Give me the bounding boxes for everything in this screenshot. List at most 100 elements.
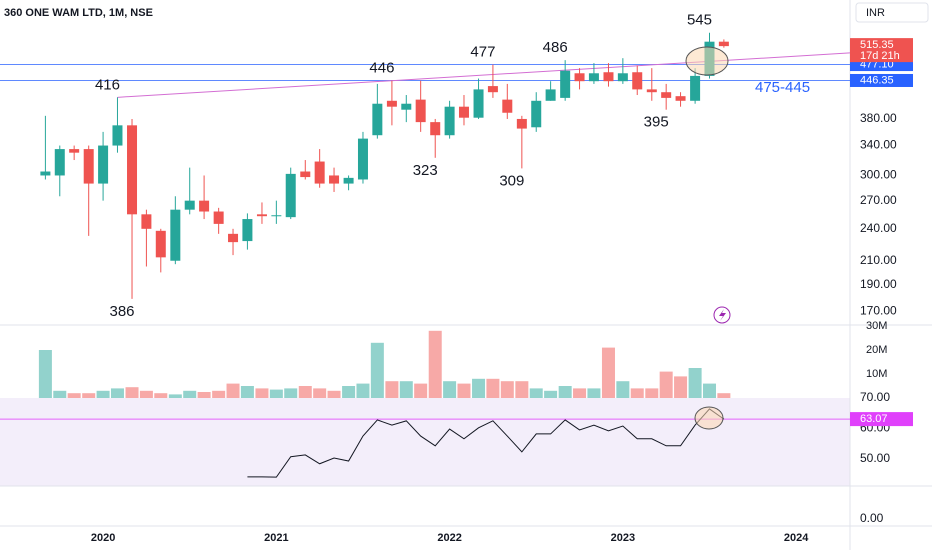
level-label-box [850, 73, 913, 87]
candle-body [646, 89, 657, 93]
marks: 170.00 190.00 210.00 240.00 270.00 300.00 340.… [0, 12, 913, 544]
volume-bar [139, 390, 153, 398]
candle-body [184, 200, 195, 210]
candle-body [560, 70, 571, 98]
y-tick-label: 300.00 [860, 168, 897, 182]
x-tick-label: 2022 [437, 532, 461, 544]
volume-bar [645, 388, 659, 398]
candle-body [545, 89, 556, 101]
candle-body [314, 161, 325, 184]
annotation: 477 [470, 44, 495, 61]
volume-bar [313, 388, 327, 398]
y-tick-label: 340.00 [860, 138, 897, 152]
x-tick-label: 2021 [264, 532, 288, 544]
volume-bar [385, 381, 399, 398]
volume-bar [688, 368, 702, 398]
rsi-tick-label: 70.00 [860, 390, 890, 404]
annotation: 323 [413, 162, 438, 179]
candle-body [343, 177, 354, 184]
volume-bar [616, 381, 630, 398]
candle-body [401, 103, 412, 110]
candle-body [718, 41, 729, 47]
zone-label: 475-445 [755, 79, 810, 96]
candle-body [40, 171, 51, 176]
volume-bar [298, 386, 312, 398]
last-price-box [850, 38, 913, 63]
volume-bar [327, 390, 341, 398]
volume-bar [284, 388, 298, 398]
candle-body [199, 200, 210, 212]
candle-body [675, 96, 686, 101]
candle-body [603, 72, 614, 82]
volume-bar [96, 390, 110, 398]
candle-body [661, 92, 672, 98]
volume-bar [168, 394, 182, 398]
candle-body [83, 149, 94, 184]
volume-bar [110, 388, 124, 398]
candle-body [430, 122, 441, 136]
annotation: 486 [543, 39, 568, 56]
candle-body [112, 125, 123, 146]
candle-body [473, 89, 484, 118]
volume-bar [38, 350, 52, 398]
rsi-label-box [850, 412, 913, 427]
annotation: 416 [95, 76, 120, 93]
candle-body [155, 230, 166, 258]
volume-bar [342, 386, 356, 398]
last-price-label: 515.35 [860, 39, 894, 51]
x-tick-label: 2024 [784, 532, 809, 544]
candle-body [357, 138, 368, 180]
candle-body [170, 209, 181, 261]
volume-bar [457, 383, 471, 398]
volume-bar [125, 387, 139, 398]
annotation: 545 [687, 12, 712, 29]
candle-body [127, 125, 138, 215]
volume-bar [240, 386, 254, 398]
rsi-line [247, 408, 725, 478]
candle-body [228, 233, 239, 243]
volume-bar [356, 383, 370, 398]
candle-body [531, 100, 542, 128]
volume-bar [529, 388, 543, 398]
candle-body [458, 106, 469, 118]
volume-tick-label: 10M [866, 368, 887, 380]
volume-bar [515, 381, 529, 398]
candle-body [372, 103, 383, 136]
candle-body [271, 215, 282, 217]
volume-bar [544, 390, 558, 398]
volume-bar [674, 376, 688, 398]
candle-body [617, 73, 628, 82]
candle-body [574, 73, 585, 82]
volume-bar [399, 381, 413, 398]
countdown: 17d 21h [860, 50, 900, 62]
volume-bar [255, 388, 269, 398]
candle-body [386, 100, 397, 107]
volume-bar [573, 388, 587, 398]
level-label: 446.35 [860, 74, 894, 86]
rsi-tick-label: 50.00 [860, 451, 890, 465]
y-tick-label: 190.00 [860, 277, 897, 291]
y-tick-label: 170.00 [860, 303, 897, 317]
candle-body [285, 173, 296, 218]
volume-bar [53, 390, 67, 398]
lower-tick-label: 0.00 [860, 511, 884, 525]
candle-body [690, 75, 701, 101]
candle-body [242, 219, 253, 242]
volume-bar [212, 390, 226, 398]
volume-bar [154, 393, 168, 398]
annotation: 309 [499, 172, 524, 189]
candle-body [487, 86, 498, 93]
y-tick-label: 380.00 [860, 111, 897, 125]
candle-body [54, 149, 65, 176]
candle-body [502, 99, 513, 113]
volume-bar [197, 392, 211, 398]
volume-bar [717, 393, 731, 398]
volume-bar [500, 381, 514, 398]
volume-bar [558, 386, 572, 398]
volume-bar [269, 389, 283, 398]
currency-box[interactable] [855, 2, 929, 23]
y-tick-label: 270.00 [860, 193, 897, 207]
volume-tick-label: 20M [866, 344, 887, 356]
y-tick-label: 240.00 [860, 221, 897, 235]
